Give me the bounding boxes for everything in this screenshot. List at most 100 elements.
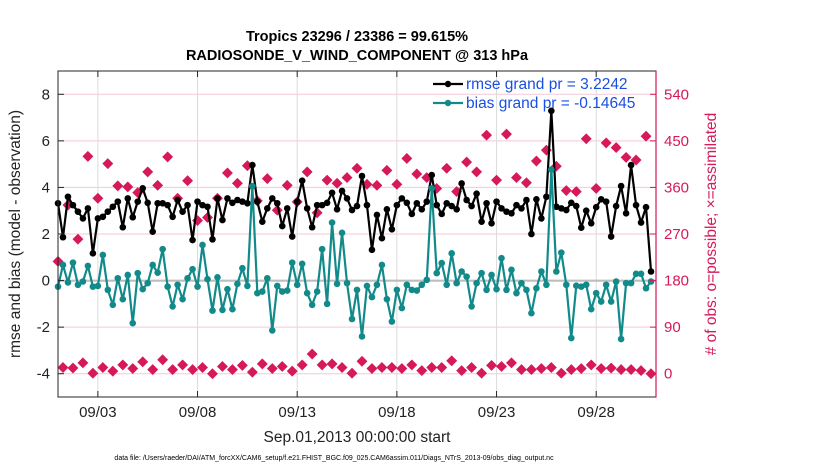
bias-point bbox=[408, 286, 416, 294]
bias-point bbox=[503, 286, 510, 294]
obs-count-marker bbox=[122, 181, 134, 193]
bias-point bbox=[303, 289, 311, 297]
obs-count-marker bbox=[351, 162, 363, 174]
bias-point bbox=[219, 306, 226, 314]
bias-point bbox=[64, 279, 72, 286]
x-tick-label: 09/18 bbox=[378, 404, 416, 421]
rmse-point bbox=[283, 205, 291, 212]
bias-point bbox=[553, 268, 560, 275]
data-marks bbox=[52, 107, 657, 380]
bias-point bbox=[249, 182, 256, 190]
obs-count-marker bbox=[635, 365, 647, 377]
obs-count-marker bbox=[391, 178, 403, 190]
y-axis-label: rmse and bias (model - observation) bbox=[7, 110, 24, 358]
y-tick-label: 4 bbox=[42, 179, 50, 196]
obs-count-marker bbox=[142, 166, 154, 178]
obs-count-marker bbox=[127, 363, 139, 374]
rmse-point bbox=[607, 233, 615, 240]
rmse-point bbox=[323, 199, 331, 207]
obs-count-marker bbox=[426, 362, 438, 373]
rmse-point bbox=[548, 107, 555, 115]
obs-count-marker bbox=[555, 367, 567, 379]
bias-point bbox=[577, 283, 585, 290]
rmse-point bbox=[298, 177, 306, 184]
obs-count-marker bbox=[177, 359, 189, 371]
bias-point bbox=[458, 268, 465, 275]
obs-count-marker bbox=[371, 179, 383, 191]
obs-count-marker bbox=[217, 361, 228, 372]
x-axis-label: Sep.01,2013 00:00:00 start bbox=[263, 429, 451, 446]
obs-count-marker bbox=[486, 359, 497, 371]
bias-point bbox=[388, 318, 396, 325]
rmse-point bbox=[373, 211, 381, 219]
obs-count-marker bbox=[77, 357, 89, 369]
bias-point bbox=[533, 284, 540, 292]
bias-point bbox=[209, 307, 216, 314]
obs-count-marker bbox=[336, 362, 348, 373]
obs-count-marker bbox=[296, 359, 308, 371]
rmse-point bbox=[214, 195, 221, 202]
bias-point bbox=[433, 269, 441, 277]
bias-point bbox=[612, 278, 620, 285]
legend-rmse-label: rmse grand pr = 3.2242 bbox=[466, 76, 628, 93]
rmse-point bbox=[278, 222, 286, 230]
bias-point bbox=[109, 301, 117, 309]
obs-count-marker bbox=[137, 356, 149, 368]
obs-count-marker bbox=[476, 367, 488, 379]
bias-point bbox=[338, 229, 346, 237]
rmse-point bbox=[488, 219, 495, 227]
rmse-point bbox=[363, 201, 371, 209]
legend-bias-label: bias grand pr = -0.14645 bbox=[466, 95, 635, 112]
obs-count-marker bbox=[147, 364, 159, 376]
rmse-point bbox=[433, 201, 441, 209]
bias-point bbox=[169, 303, 176, 310]
bias-point bbox=[129, 319, 137, 327]
obs-count-marker bbox=[545, 362, 557, 373]
obs-count-marker bbox=[231, 177, 243, 189]
obs-count-marker bbox=[386, 362, 398, 373]
bias-point bbox=[358, 333, 366, 340]
rmse-point bbox=[174, 196, 181, 204]
rmse-point bbox=[254, 198, 261, 205]
rmse-point bbox=[84, 205, 92, 212]
rmse-point bbox=[498, 205, 505, 212]
bias-point bbox=[602, 281, 610, 289]
obs-count-marker bbox=[331, 177, 343, 189]
obs-count-marker bbox=[271, 204, 283, 216]
y-tick-label: 8 bbox=[42, 86, 50, 103]
rmse-point bbox=[353, 202, 361, 210]
bias-point bbox=[582, 281, 590, 289]
bias-point bbox=[159, 245, 166, 253]
bias-point bbox=[548, 166, 555, 173]
obs-count-marker bbox=[570, 186, 582, 198]
rmse-point bbox=[587, 219, 595, 227]
rmse-point bbox=[513, 201, 520, 209]
rmse-point bbox=[159, 199, 166, 207]
rmse-point bbox=[463, 196, 470, 204]
rmse-point bbox=[443, 199, 451, 207]
y2-tick-label: 450 bbox=[664, 133, 689, 150]
bias-point bbox=[308, 301, 316, 309]
rmse-point bbox=[99, 213, 107, 221]
rmse-point bbox=[318, 201, 326, 209]
rmse-point bbox=[533, 196, 540, 203]
rmse-point bbox=[543, 193, 550, 201]
obs-count-marker bbox=[261, 173, 273, 185]
rmse-point bbox=[69, 201, 77, 209]
obs-count-marker bbox=[456, 365, 468, 377]
bias-point bbox=[443, 281, 451, 289]
obs-count-marker bbox=[182, 175, 194, 187]
obs-count-marker bbox=[615, 364, 627, 376]
obs-count-marker bbox=[496, 361, 507, 372]
bias-point bbox=[89, 283, 97, 290]
rmse-point bbox=[224, 195, 231, 202]
rmse-point bbox=[268, 195, 276, 202]
obs-count-marker bbox=[236, 359, 248, 371]
obs-count-marker bbox=[72, 233, 84, 245]
bias-point bbox=[234, 280, 241, 288]
obs-count-marker bbox=[461, 156, 473, 168]
bias-point bbox=[184, 274, 191, 282]
bias-point bbox=[572, 282, 580, 289]
obs-count-marker bbox=[511, 172, 522, 184]
bias-point bbox=[508, 266, 515, 274]
